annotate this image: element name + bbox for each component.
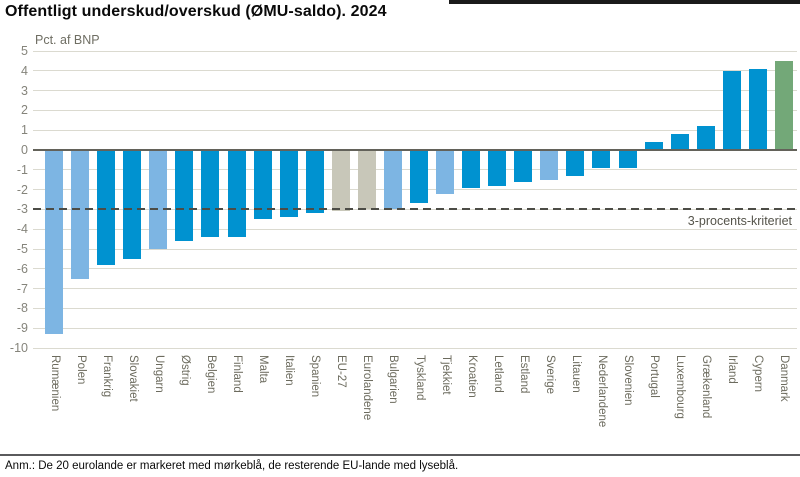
gridline xyxy=(33,327,797,329)
bar-belgien xyxy=(201,150,220,238)
bar-ungarn xyxy=(149,150,168,249)
x-axis-label: Estland xyxy=(517,355,530,394)
gridline xyxy=(33,248,797,250)
reference-line-label: 3-procents-kriteriet xyxy=(687,214,792,228)
y-tick-label: 1 xyxy=(21,123,28,138)
x-axis-label: Nederlandene xyxy=(595,355,608,428)
y-tick-label: -8 xyxy=(16,301,28,316)
gridline xyxy=(33,228,797,230)
bar-frankrig xyxy=(97,150,116,265)
x-axis-label: Østrig xyxy=(178,355,191,386)
three-percent-reference-line xyxy=(33,208,797,211)
x-axis-label: Belgien xyxy=(204,355,217,394)
bar-rum-nien xyxy=(45,150,64,335)
bar-bulgarien xyxy=(383,150,402,210)
x-axis-label: Irland xyxy=(726,355,739,384)
x-axis-label: Sverige xyxy=(543,355,556,394)
y-tick-label: -4 xyxy=(16,222,28,237)
y-tick-label: -10 xyxy=(9,341,28,355)
gridline xyxy=(33,268,797,270)
x-axis-label: Cypern xyxy=(752,355,765,393)
x-axis-label: Bulgarien xyxy=(387,355,400,404)
bar-portugal xyxy=(644,142,663,150)
bar-kroatien xyxy=(462,150,481,188)
x-axis-label: Frankrig xyxy=(100,355,113,398)
chart-title: Offentligt underskud/overskud (ØMU-saldo… xyxy=(5,3,387,20)
y-tick-label: -1 xyxy=(16,162,28,177)
x-axis-label: Polen xyxy=(74,355,87,385)
bar-finland xyxy=(227,150,246,238)
bar-polen xyxy=(71,150,90,279)
gridline xyxy=(33,129,797,131)
bar-nederlandene xyxy=(592,150,611,168)
y-tick-label: 0 xyxy=(21,143,28,157)
x-axis-label: Tjekkiet xyxy=(439,355,452,395)
x-axis-label: Portugal xyxy=(648,355,661,398)
x-axis-label: Slovakiet xyxy=(126,355,139,402)
y-axis-ticks: 5 4 3 2 1 0 -1 -2 -3 -4 -5 -6 -7 -8 -9 -10 xyxy=(0,44,28,355)
x-axis-label: Malta xyxy=(257,355,270,384)
zero-axis-line xyxy=(33,149,797,151)
gridline xyxy=(33,307,797,309)
gridline xyxy=(33,70,797,72)
bar-slovenien xyxy=(618,150,637,168)
x-axis-label: Rumænien xyxy=(48,355,61,412)
y-axis-unit-label: Pct. af BNP xyxy=(35,33,100,47)
bar--strig xyxy=(175,150,194,242)
gridline xyxy=(33,50,797,52)
x-axis-label: Litauen xyxy=(569,355,582,393)
bar-sverige xyxy=(540,150,559,180)
y-tick-label: 3 xyxy=(21,83,28,98)
x-axis-label: Spanien xyxy=(309,355,322,398)
y-tick-label: -3 xyxy=(16,202,28,217)
bar-spanien xyxy=(305,150,324,214)
bar-luxembourg xyxy=(670,134,689,150)
y-tick-label: -2 xyxy=(16,182,28,197)
bar-gr-kenland xyxy=(696,126,715,150)
x-axis-label: Tyskland xyxy=(413,355,426,401)
bar-eu-27 xyxy=(331,150,350,212)
bar-litauen xyxy=(566,150,585,176)
plot-area: 3-procents-kriteriet Rumænien Polen Frankr… xyxy=(33,50,797,427)
x-axis-label: Ungarn xyxy=(152,355,165,393)
gridline xyxy=(33,90,797,92)
y-tick-label: 4 xyxy=(21,63,28,78)
x-axis-label: Grækenland xyxy=(700,355,713,419)
x-axis-label: Luxembourg xyxy=(674,355,687,419)
y-tick-label: 2 xyxy=(21,103,28,118)
y-tick-label: -7 xyxy=(16,281,28,296)
gridline xyxy=(33,288,797,290)
bar-malta xyxy=(253,150,272,220)
top-right-rule xyxy=(449,0,800,4)
bar-letland xyxy=(488,150,507,186)
bar-tjekkiet xyxy=(436,150,455,194)
footnote: Anm.: De 20 eurolande er markeret med mø… xyxy=(5,460,459,472)
gridline xyxy=(33,347,797,349)
x-axis-label: Eurolandene xyxy=(361,355,374,421)
bar-irland xyxy=(722,70,741,150)
y-tick-label: -6 xyxy=(16,261,28,276)
bar-cypern xyxy=(748,68,767,150)
y-tick-label: -5 xyxy=(16,242,28,256)
bar-danmark xyxy=(774,60,793,150)
x-axis-label: Slovenien xyxy=(622,355,635,406)
bar-italien xyxy=(279,150,298,218)
footer-divider xyxy=(0,454,800,456)
bar-slovakiet xyxy=(123,150,142,259)
x-axis-label: Kroatien xyxy=(465,355,478,398)
bar-eurolandene xyxy=(357,150,376,210)
y-tick-label: -9 xyxy=(16,321,28,336)
y-tick-label: 5 xyxy=(21,44,28,58)
x-axis-label: Finland xyxy=(231,355,244,393)
x-axis-label: EU-27 xyxy=(335,355,348,388)
x-axis-label: Italien xyxy=(283,355,296,386)
x-axis-label: Danmark xyxy=(778,355,791,402)
bar-estland xyxy=(514,150,533,182)
gridline xyxy=(33,109,797,111)
x-axis-label: Letland xyxy=(491,355,504,393)
bar-tyskland xyxy=(410,150,428,204)
